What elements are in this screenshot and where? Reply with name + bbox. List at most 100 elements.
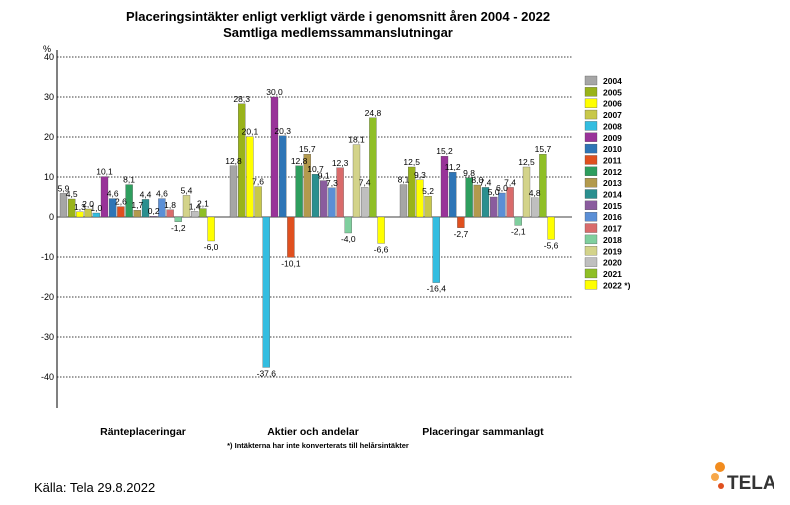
bar-2011-1: [117, 206, 125, 218]
legend-label: 2009: [603, 133, 622, 143]
data-label: 30,0: [266, 87, 283, 97]
data-label: -6,6: [374, 244, 389, 254]
legend-label: 2013: [603, 178, 622, 188]
legend-label: 2005: [603, 87, 622, 97]
data-label: -10,1: [281, 258, 301, 268]
bar-2016-3: [498, 192, 506, 218]
data-label: -5,6: [544, 240, 559, 250]
bar-2007-3: [424, 196, 432, 218]
data-label: -6,0: [204, 242, 219, 252]
bar-2005-3: [408, 166, 416, 218]
legend-label: 2004: [603, 76, 622, 86]
legend-swatch: [584, 177, 598, 188]
bar-2007-1: [84, 208, 92, 218]
data-label: 24,8: [365, 108, 382, 118]
bar-2006-3: [416, 179, 424, 218]
y-tick-label: -10: [41, 252, 54, 262]
legend-label: 2022 *): [603, 280, 631, 290]
legend-label: 2006: [603, 99, 622, 109]
legend-label: 2014: [603, 190, 622, 200]
data-label: -1,2: [171, 223, 186, 233]
bar-2009-1: [100, 176, 109, 218]
data-label: 7,4: [504, 177, 516, 187]
bar-2007-2: [254, 186, 262, 218]
chart-title: Placeringsintäkter enligt verkligt värde…: [126, 9, 550, 24]
data-label: 4,6: [107, 189, 119, 199]
logo-dot-icon: [715, 462, 725, 472]
legend-label: 2018: [603, 235, 622, 245]
bar-2011-3: [457, 216, 465, 228]
data-label: 1,3: [74, 202, 86, 212]
legend-label: 2015: [603, 201, 622, 211]
data-label: 7,6: [252, 177, 264, 187]
bar-2005-2: [238, 103, 246, 218]
bar-2012-3: [465, 177, 473, 218]
data-label: 15,2: [436, 146, 453, 156]
bar-2014-2: [311, 174, 320, 218]
legend-swatch: [584, 121, 598, 131]
legend-label: 2016: [603, 212, 622, 222]
legend-swatch: [584, 200, 598, 211]
y-tick-label: 40: [44, 52, 54, 62]
bar-2016-1: [158, 198, 166, 218]
footnote: *) Intäkterna har inte konverterats till…: [227, 441, 409, 450]
bar-2017-1: [166, 209, 174, 218]
data-label: 12,5: [518, 157, 535, 167]
bar-2018-2: [344, 216, 352, 234]
legend-swatch: [584, 98, 598, 108]
bar-2022-1: [207, 216, 215, 242]
legend-label: 2021: [603, 269, 622, 279]
legend-swatch: [584, 234, 598, 245]
bar-2013-1: [133, 210, 141, 218]
data-label: 0,2: [148, 206, 160, 216]
data-label: 7,3: [326, 178, 338, 188]
data-label: 4,6: [156, 189, 168, 199]
data-label: 8,1: [123, 175, 135, 185]
category-label: Ränteplaceringar: [100, 426, 186, 438]
y-axis-unit: %: [43, 44, 51, 54]
data-label: 10,1: [96, 167, 113, 177]
data-label: 9,3: [414, 170, 426, 180]
bar-2004-2: [229, 165, 238, 218]
data-label: 12,8: [225, 156, 242, 166]
y-tick-label: -20: [41, 292, 54, 302]
bar-2022-3: [547, 216, 555, 240]
bar-2004-1: [59, 193, 68, 218]
data-label: 5,9: [58, 183, 70, 193]
bar-2014-3: [481, 187, 490, 218]
chart-subtitle: Samtliga medlemssammanslutningar: [223, 25, 453, 40]
bars: [59, 96, 555, 368]
data-label: 10,7: [307, 164, 324, 174]
bar-2016-2: [328, 187, 336, 218]
legend-swatch: [584, 87, 598, 97]
data-label: 6,0: [496, 183, 508, 193]
y-tick-label: -30: [41, 332, 54, 342]
legend-label: 2020: [603, 258, 622, 268]
bar-2021-3: [539, 154, 547, 218]
data-label: 5,0: [488, 187, 500, 197]
data-label: 5,2: [422, 186, 434, 196]
legend-swatch: [584, 132, 598, 142]
legend-swatch: [584, 246, 598, 256]
bar-2009-3: [440, 156, 449, 218]
data-label: 5,4: [181, 185, 193, 195]
data-label: 1,8: [164, 200, 176, 210]
data-label: 2,0: [82, 199, 94, 209]
bar-2010-1: [109, 198, 117, 218]
bar-2019-1: [182, 195, 191, 218]
category-label: Placeringar sammanlagt: [422, 426, 544, 438]
logo-dot-icon: [711, 473, 719, 481]
bar-2020-2: [361, 187, 369, 218]
legend-swatch: [584, 223, 598, 233]
bar-2004-3: [399, 184, 408, 218]
gridlines: [56, 50, 572, 408]
legend-swatch: [584, 257, 598, 267]
bar-2006-2: [246, 136, 254, 218]
y-tick-label: 30: [44, 92, 54, 102]
bar-2019-2: [352, 144, 361, 218]
category-labels: Ränteplaceringar Aktier och andelar Placer…: [100, 426, 544, 438]
data-label: 9,8: [463, 168, 475, 178]
data-label: 12,3: [332, 158, 349, 168]
bar-2011-2: [287, 216, 295, 258]
y-tick-label: 0: [49, 212, 54, 222]
